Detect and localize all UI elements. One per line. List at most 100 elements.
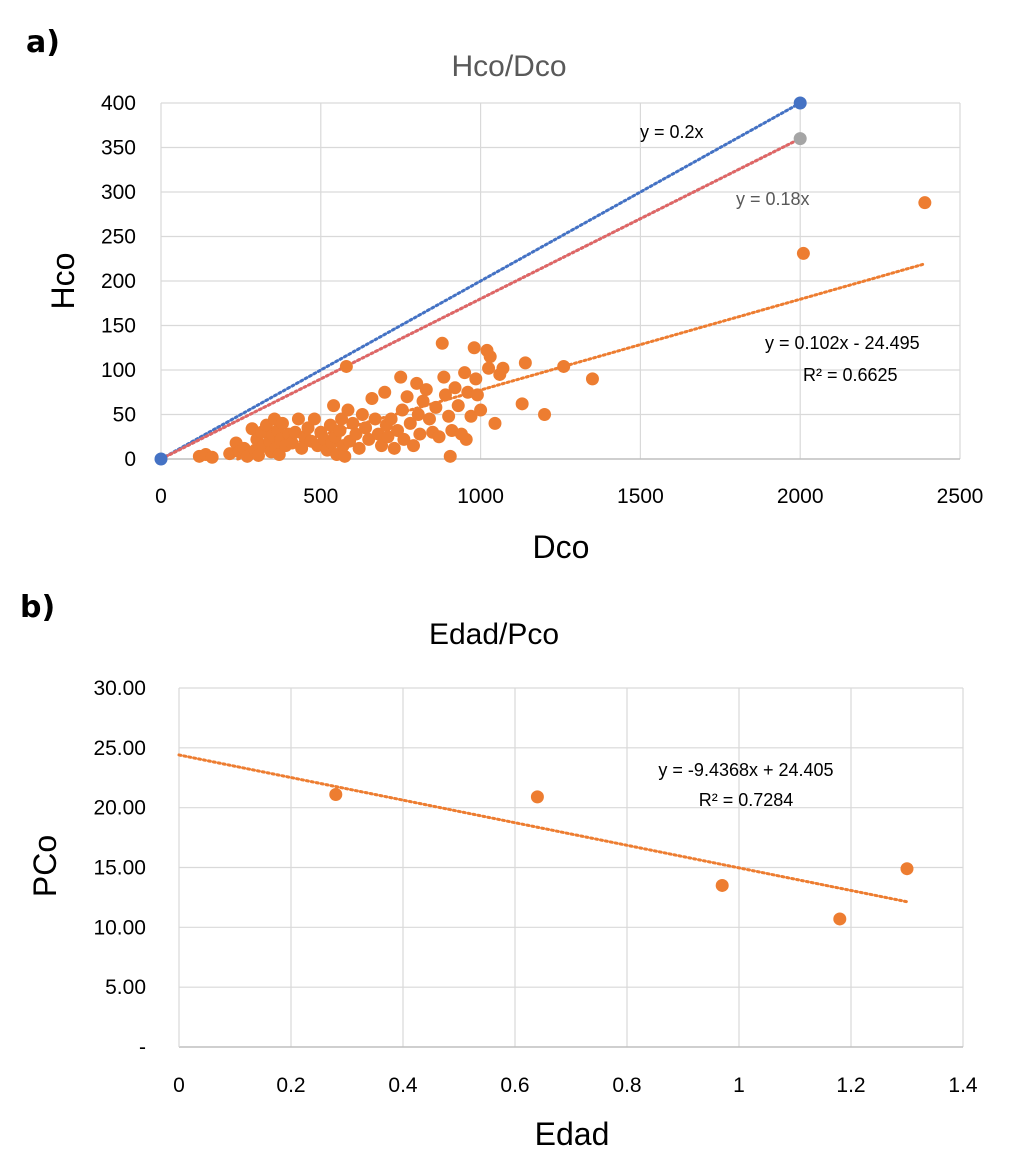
y-tick-label: 300 — [101, 181, 136, 204]
data-point — [793, 96, 807, 110]
chart-b-y-axis-title: PCo — [27, 835, 63, 897]
data-point — [395, 403, 409, 417]
y-tick-label: 50 — [113, 404, 136, 427]
data-point — [327, 399, 341, 413]
chart-a-points — [154, 96, 932, 466]
data-point — [338, 449, 352, 463]
y-tick-label: 200 — [101, 270, 136, 293]
data-point — [464, 409, 478, 423]
data-point — [467, 341, 481, 355]
data-point — [451, 399, 465, 413]
data-point — [459, 432, 473, 446]
y-tick-label: 400 — [101, 92, 136, 115]
data-point — [368, 412, 382, 426]
data-point — [715, 878, 729, 892]
y-tick-label: - — [139, 1036, 146, 1059]
data-point — [458, 366, 472, 380]
data-point — [585, 372, 599, 386]
data-point — [538, 408, 552, 421]
red-trendline — [159, 137, 802, 461]
data-point — [438, 388, 452, 402]
chart-a-y-axis-title: Hco — [45, 253, 81, 310]
data-point — [469, 372, 483, 386]
data-point — [419, 383, 433, 397]
data-point — [365, 391, 379, 405]
y-tick-label: 250 — [101, 226, 136, 249]
data-point — [518, 356, 532, 370]
data-point — [411, 408, 425, 421]
chart-b-title: Edad/Pco — [429, 618, 559, 651]
chart-b-points — [329, 788, 914, 926]
data-point — [251, 448, 265, 462]
chart-a: a) Hco/Dco 0 500 1000 1500 2000 2500 0 50 100 150… — [26, 25, 983, 565]
data-point — [333, 424, 347, 438]
panel-a-label: a) — [26, 25, 60, 60]
data-point — [349, 427, 363, 441]
data-point — [432, 430, 446, 444]
data-point — [378, 385, 392, 399]
data-point — [362, 432, 376, 446]
x-tick-label: 2000 — [777, 485, 824, 508]
panel-b-label: b) — [20, 590, 55, 625]
data-point — [422, 412, 436, 426]
y-tick-label: 10.00 — [93, 916, 146, 939]
data-point — [205, 450, 219, 464]
data-point — [442, 409, 456, 423]
data-point — [381, 430, 395, 444]
chart-b-axes — [178, 688, 963, 1048]
data-point — [488, 416, 502, 430]
x-tick-label: 1500 — [617, 485, 664, 508]
chart-a-annotation-eq-orange: y = 0.102x - 24.495 — [765, 333, 920, 353]
data-point — [410, 376, 424, 390]
data-point — [530, 790, 544, 804]
data-point — [295, 441, 309, 455]
data-point — [437, 370, 451, 384]
data-point — [406, 439, 420, 453]
chart-b: b) Edad/Pco 0 0.2 0.4 0.6 0.8 1 1.2 1.4 - 5.00 10.… — [20, 590, 978, 1152]
data-point — [355, 408, 369, 421]
data-point — [329, 788, 343, 802]
chart-b-grid — [179, 687, 964, 1047]
data-point — [339, 359, 353, 373]
chart-b-annotation-r2: R² = 0.7284 — [699, 790, 794, 810]
chart-a-axes — [160, 103, 960, 460]
data-point — [833, 912, 847, 926]
data-point — [275, 416, 289, 430]
data-point — [223, 447, 237, 461]
data-point — [448, 381, 462, 395]
data-point — [557, 359, 571, 373]
x-tick-label: 1 — [733, 1074, 745, 1097]
data-point — [384, 412, 398, 426]
chart-b-annotation-eq: y = -9.4368x + 24.405 — [658, 760, 833, 780]
chart-b-ticks: 0 0.2 0.4 0.6 0.8 1 1.2 1.4 - 5.00 10.00 15.00 20.00… — [93, 677, 977, 1097]
data-point — [416, 394, 430, 408]
data-point — [403, 416, 417, 430]
data-point — [470, 388, 484, 402]
y-tick-label: 15.00 — [93, 857, 146, 880]
data-point — [515, 397, 529, 411]
data-point — [359, 421, 373, 435]
y-tick-label: 100 — [101, 359, 136, 382]
chart-b-x-axis-title: Edad — [535, 1116, 610, 1152]
x-tick-label: 0.8 — [612, 1074, 641, 1097]
data-point — [496, 361, 510, 375]
data-point — [443, 449, 457, 463]
x-tick-label: 0.2 — [276, 1074, 305, 1097]
data-point — [397, 432, 411, 446]
data-point — [285, 436, 299, 450]
y-tick-label: 5.00 — [105, 976, 146, 999]
chart-b-trendlines — [177, 753, 909, 904]
data-point — [793, 132, 807, 146]
data-point — [387, 441, 401, 455]
chart-a-x-axis-title: Dco — [533, 529, 590, 565]
data-point — [900, 862, 914, 876]
x-tick-label: 0 — [173, 1074, 185, 1097]
x-tick-label: 0 — [155, 485, 167, 508]
data-point — [341, 403, 355, 417]
data-point — [796, 246, 810, 260]
data-point — [154, 452, 168, 466]
data-point — [352, 441, 366, 455]
data-point — [400, 390, 414, 404]
